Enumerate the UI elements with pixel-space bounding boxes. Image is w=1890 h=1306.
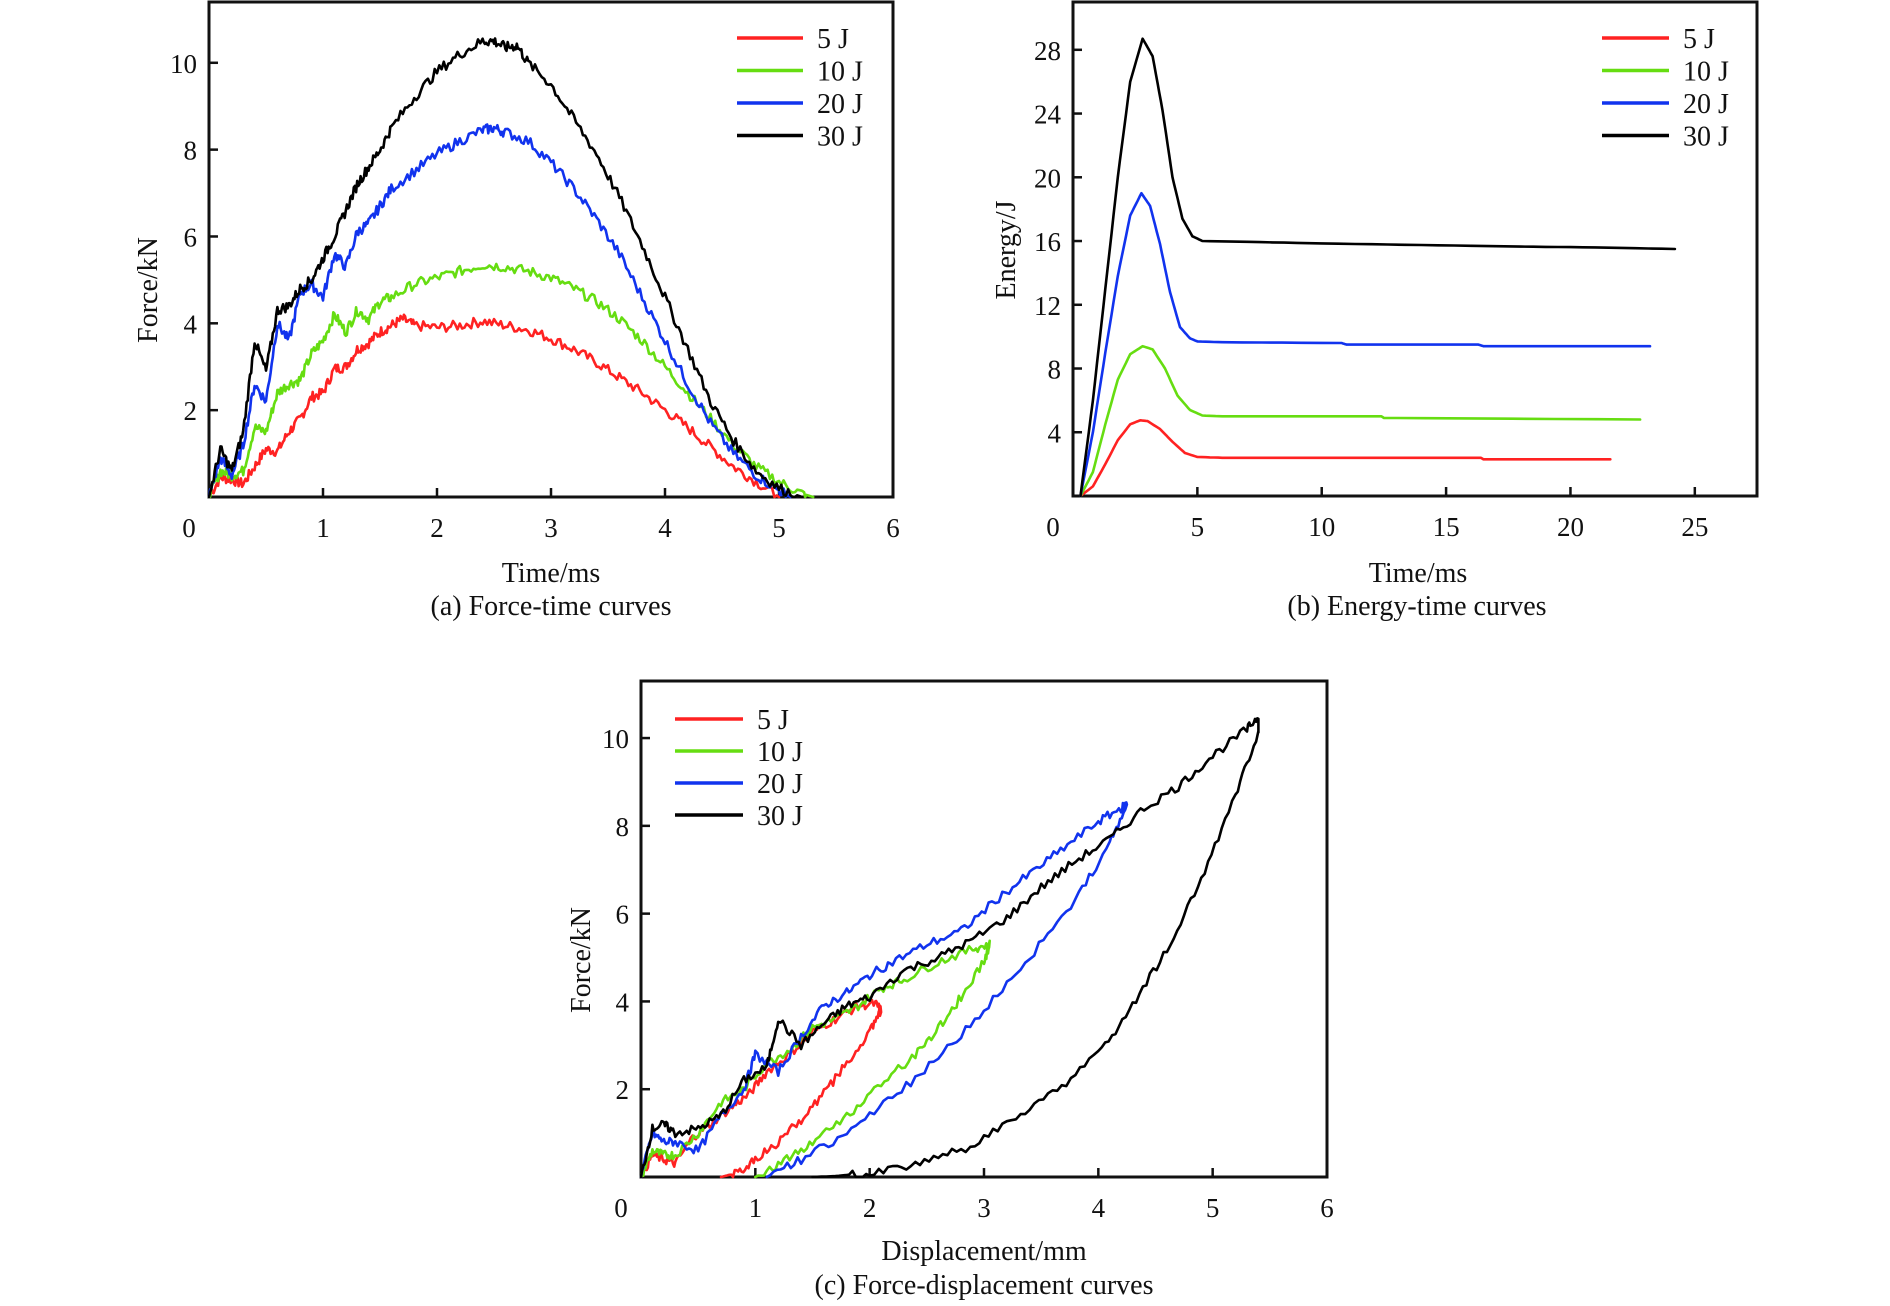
y-axis-label: Force/kN (133, 237, 164, 343)
series-line-30j (1079, 37, 1677, 498)
x-tick-label: 0 (182, 513, 196, 543)
series-line-10j (207, 262, 815, 499)
plot-frame (639, 679, 1329, 1179)
x-tick-label: 5 (1206, 1193, 1220, 1223)
legend: 5 J10 J20 J30 J (675, 705, 803, 832)
x-tick-labels: 0 1 2 3 4 5 6 (614, 1193, 1334, 1223)
x-tick-label: 4 (658, 513, 672, 543)
x-tick-label: 1 (749, 1193, 763, 1223)
series-line-20j (207, 123, 792, 499)
x-tick-label: 5 (772, 513, 786, 543)
y-tick-labels: 4 8 12 16 20 24 28 (1034, 36, 1062, 448)
x-tick-labels: 0 5 10 15 20 25 (1046, 512, 1708, 542)
x-tick-label: 10 (1308, 512, 1335, 542)
plot-frame (1071, 0, 1759, 498)
x-tick-label: 2 (430, 513, 444, 543)
y-tick-label: 10 (170, 49, 197, 79)
y-tick-label: 12 (1034, 291, 1061, 321)
legend-label: 10 J (1683, 57, 1729, 88)
y-tick-label: 20 (1034, 163, 1061, 193)
x-axis-label: Time/ms (502, 558, 601, 589)
series-lines (1079, 37, 1677, 498)
y-tick-label: 8 (616, 812, 630, 842)
tick-marks (1073, 48, 1697, 496)
series-line-20j (1079, 191, 1652, 498)
y-tick-label: 2 (616, 1075, 630, 1105)
y-tick-label: 10 (602, 724, 629, 754)
x-tick-label: 5 (1191, 512, 1205, 542)
caption: (c) Force-displacement curves (815, 1270, 1154, 1301)
series-line-30j (639, 717, 1260, 1179)
legend-label: 30 J (1683, 122, 1729, 153)
y-axis-label: Energy/J (991, 200, 1022, 299)
x-tick-label: 20 (1557, 512, 1584, 542)
legend-label: 5 J (817, 24, 849, 55)
y-tick-label: 8 (1048, 355, 1062, 385)
y-tick-label: 24 (1034, 100, 1062, 130)
series-line-5j (639, 998, 883, 1179)
x-tick-label: 6 (1320, 1193, 1334, 1223)
x-tick-label: 1 (316, 513, 330, 543)
legend-label: 5 J (1683, 24, 1715, 55)
y-tick-label: 16 (1034, 227, 1061, 257)
y-tick-label: 4 (184, 309, 198, 339)
legend-label: 30 J (757, 801, 803, 832)
y-tick-labels: 2 4 6 8 10 (170, 49, 198, 426)
y-tick-label: 6 (184, 222, 198, 252)
y-axis-label: Force/kN (566, 907, 597, 1013)
y-tick-label: 4 (1048, 418, 1062, 448)
y-tick-label: 8 (184, 136, 198, 166)
legend-label: 10 J (817, 57, 863, 88)
x-tick-label: 4 (1092, 1193, 1106, 1223)
x-tick-label: 25 (1681, 512, 1708, 542)
x-tick-label: 3 (544, 513, 558, 543)
y-tick-labels: 2 4 6 8 10 (602, 724, 630, 1105)
x-axis-label: Displacement/mm (881, 1236, 1087, 1267)
x-tick-label: 3 (977, 1193, 991, 1223)
x-tick-labels: 0 1 2 3 4 5 6 (182, 513, 900, 543)
series-line-10j (639, 939, 991, 1179)
series-line-5j (1079, 419, 1612, 498)
panel-force-time: 0 1 2 3 4 5 6 2 4 6 8 10 5 J10 J20 J30 J Time/ms F… (133, 0, 900, 622)
x-tick-label: 0 (614, 1193, 628, 1223)
series-line-10j (1079, 344, 1642, 498)
y-tick-label: 28 (1034, 36, 1061, 66)
caption: (a) Force-time curves (431, 591, 672, 622)
legend-label: 20 J (817, 89, 863, 120)
legend: 5 J10 J20 J30 J (737, 24, 863, 153)
series-line-5j (207, 313, 781, 499)
series-line-30j (207, 37, 804, 499)
caption: (b) Energy-time curves (1287, 591, 1546, 622)
tick-marks (641, 736, 1329, 1177)
panel-force-displacement: 0 1 2 3 4 5 6 2 4 6 8 10 5 J10 J20 J30 J Displacem… (566, 679, 1334, 1301)
legend-label: 5 J (757, 705, 789, 736)
x-tick-label: 2 (863, 1193, 877, 1223)
x-tick-label: 15 (1433, 512, 1460, 542)
y-tick-label: 2 (184, 396, 198, 426)
y-tick-label: 4 (616, 987, 630, 1017)
x-tick-label: 6 (886, 513, 900, 543)
x-axis-label: Time/ms (1369, 558, 1468, 589)
legend-label: 20 J (1683, 89, 1729, 120)
x-tick-label: 0 (1046, 512, 1060, 542)
legend-label: 10 J (757, 737, 803, 768)
series-lines (639, 717, 1260, 1179)
legend-label: 30 J (817, 122, 863, 153)
series-lines (207, 37, 815, 499)
legend-label: 20 J (757, 769, 803, 800)
plot-frame (207, 0, 895, 499)
y-tick-label: 6 (616, 900, 630, 930)
legend: 5 J10 J20 J30 J (1602, 24, 1729, 153)
